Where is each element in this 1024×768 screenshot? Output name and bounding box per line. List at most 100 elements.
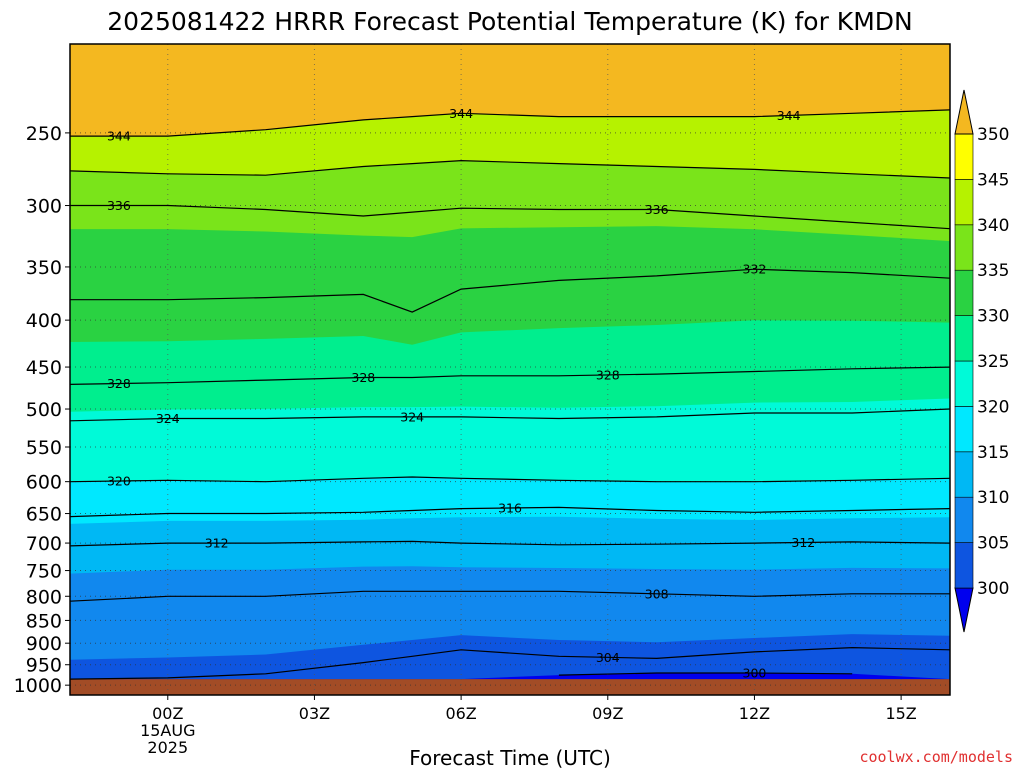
surface-ground [70, 679, 950, 695]
colorbar-below-triangle [954, 587, 974, 633]
y-tick-label-900: 900 [26, 633, 62, 655]
colorbar-segment-325 [954, 315, 974, 362]
isentrope-324 [69, 408, 951, 422]
colorbar-segment-300 [954, 542, 974, 589]
y-tick-label-650: 650 [26, 504, 62, 526]
contour-label-text: 312 [205, 536, 229, 551]
colorbar-tick-300: 300 [977, 579, 1009, 599]
isentrope-336 [70, 204, 951, 230]
pressure-axis: 2503003504004505005506006507007508008509… [14, 123, 70, 697]
contour-label-328-7: 328 [351, 370, 375, 385]
contour-label-text: 324 [156, 411, 180, 426]
contour-label-312-13: 312 [205, 536, 229, 551]
colorbar-tick-350: 350 [977, 125, 1009, 145]
isentrope-320 [69, 476, 951, 483]
y-tick-label-750: 750 [26, 561, 62, 583]
contour-label-text: 328 [107, 376, 131, 391]
contour-label-text: 332 [743, 262, 767, 277]
contour-label-328-8: 328 [596, 367, 620, 382]
colorbar-tick-335: 335 [977, 261, 1009, 281]
isentrope-312 [69, 540, 951, 547]
colorbar-segment-310 [954, 451, 974, 498]
contour-label-text: 308 [645, 586, 669, 601]
plot-frame [69, 43, 951, 696]
y-tick-label-400: 400 [26, 310, 62, 332]
colorbar-tick-310: 310 [977, 488, 1009, 508]
y-tick-label-600: 600 [26, 472, 62, 494]
contour-label-text: 320 [107, 473, 131, 488]
colorbar-segment-345 [954, 133, 974, 180]
contour-label-text: 316 [498, 500, 522, 515]
colorbar-above-triangle [954, 89, 974, 135]
y-tick-label-450: 450 [26, 357, 62, 379]
colorbar-segment-335 [954, 224, 974, 271]
colorbar-tick-330: 330 [977, 307, 1009, 327]
x-tick-label-09Z: 09Z [592, 704, 623, 723]
colorbar-segment-340 [954, 179, 974, 226]
x-tick-label-06Z: 06Z [445, 704, 476, 723]
x-tick-sublabel-15AUG: 15AUG [140, 721, 195, 740]
contour-label-344-0: 344 [107, 129, 131, 144]
contour-label-324-9: 324 [156, 411, 180, 426]
x-tick-label-00Z: 00Z [152, 704, 183, 723]
colorbar-tick-325: 325 [977, 352, 1009, 372]
contour-label-text: 344 [777, 108, 801, 123]
contour-label-text: 336 [645, 202, 669, 217]
contour-label-text: 324 [400, 409, 424, 424]
y-tick-label-950: 950 [26, 655, 62, 677]
contour-label-300-17: 300 [743, 666, 767, 681]
contour-label-316-12: 316 [498, 500, 522, 515]
contour-label-text: 328 [351, 370, 375, 385]
colorbar-tick-315: 315 [977, 443, 1009, 463]
x-tick-label-03Z: 03Z [299, 704, 330, 723]
isentrope-308 [69, 590, 950, 602]
contour-label-344-1: 344 [449, 106, 473, 121]
y-tick-label-250: 250 [26, 123, 62, 145]
y-tick-label-500: 500 [26, 399, 62, 421]
x-tick-label-12Z: 12Z [739, 704, 770, 723]
x-tick-label-15Z: 15Z [885, 704, 916, 723]
contour-label-336-3: 336 [107, 198, 131, 213]
contour-label-text: 312 [791, 535, 815, 550]
isentrope-304 [69, 646, 951, 680]
contour-label-308-15: 308 [645, 586, 669, 601]
contour-label-328-6: 328 [107, 376, 131, 391]
credit-link[interactable]: coolwx.com/models [859, 748, 1013, 766]
contour-label-344-2: 344 [777, 108, 801, 123]
chart-title: 2025081422 HRRR Forecast Potential Tempe… [107, 7, 912, 36]
colorbar-tick-340: 340 [977, 216, 1009, 236]
isentrope-300 [558, 672, 853, 676]
y-tick-label-350: 350 [26, 257, 62, 279]
contour-label-text: 300 [743, 666, 767, 681]
y-tick-label-800: 800 [26, 586, 62, 608]
contour-label-312-14: 312 [791, 535, 815, 550]
plot-area: 344 344 344 336 336 332 328 328 328 324 324 320 316 3… [69, 43, 951, 696]
x-axis-label: Forecast Time (UTC) [409, 746, 611, 768]
contour-label-text: 336 [107, 198, 131, 213]
colorbar-segment-305 [954, 496, 974, 543]
y-tick-label-850: 850 [26, 610, 62, 632]
isentrope-316 [69, 506, 951, 518]
y-tick-label-1000: 1000 [14, 675, 62, 697]
colorbar-tick-320: 320 [977, 397, 1009, 417]
colorbar-segment-320 [954, 360, 974, 407]
colorbar-legend: 300 305 310 315 320 325 330 335 340 345 350 [954, 89, 1009, 633]
colorbar-segment-330 [954, 269, 974, 316]
contour-label-320-11: 320 [107, 473, 131, 488]
isentrope-340 [69, 159, 951, 179]
contour-label-text: 344 [107, 129, 131, 144]
contour-label-text: 328 [596, 367, 620, 382]
contour-label-text: 304 [596, 650, 620, 665]
contour-label-336-4: 336 [645, 202, 669, 217]
isentrope-332 [70, 268, 951, 313]
colorbar-segment-315 [954, 406, 974, 453]
isentrope-328 [69, 366, 951, 385]
y-tick-label-300: 300 [26, 196, 62, 218]
x-tick-sublabel-2025: 2025 [147, 738, 188, 757]
isentrope-344 [70, 109, 951, 137]
colorbar-tick-305: 305 [977, 534, 1009, 554]
y-tick-label-700: 700 [26, 533, 62, 555]
y-tick-label-550: 550 [26, 437, 62, 459]
